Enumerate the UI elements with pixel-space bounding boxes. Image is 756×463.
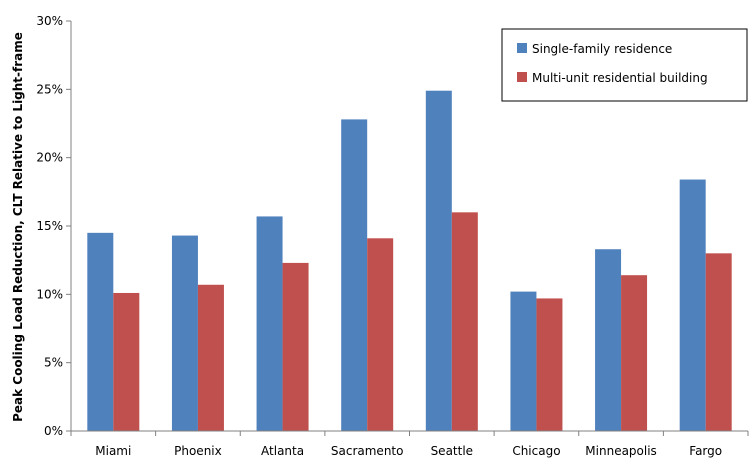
x-tick-label: Minneapolis [585,444,657,458]
y-axis-ticks: 0% 5% 10% 15% 20% 25% 30% [36,14,71,438]
x-axis-ticks: Miami Phoenix Atlanta Sacramento Seattle Chic… [70,431,749,458]
bar-single-family-atlanta [256,216,283,431]
bar-single-family-minneapolis [595,249,622,431]
bar-multi-unit-seattle [451,212,478,431]
x-tick-label: Chicago [512,444,560,458]
legend-swatch-single-family [517,43,527,53]
y-axis-title: Peak Cooling Load Reduction, CLT Relativ… [11,32,25,422]
bar-single-family-chicago [510,291,537,431]
y-tick-label: 0% [44,424,63,438]
legend-swatch-multi-unit [517,72,527,82]
x-tick-label: Phoenix [174,444,222,458]
x-tick-label: Sacramento [331,444,404,458]
bar-multi-unit-phoenix [197,284,224,431]
x-tick-label: Miami [95,444,131,458]
legend-box [501,28,748,102]
y-tick-label: 25% [36,82,63,96]
bar-multi-unit-miami [113,292,140,431]
bar-multi-unit-sacramento [367,238,394,431]
bar-multi-unit-minneapolis [621,275,648,431]
y-tick-label: 5% [44,356,63,370]
legend: Single-family residence Multi-unit resid… [501,28,748,102]
bar-single-family-seattle [425,90,452,431]
y-tick-label: 30% [36,14,63,28]
bar-single-family-miami [87,232,114,431]
x-tick-label: Seattle [431,444,473,458]
x-tick-label: Atlanta [261,444,304,458]
bar-single-family-sacramento [341,119,368,432]
bar-multi-unit-atlanta [282,262,309,431]
bars [87,90,732,432]
bar-multi-unit-fargo [705,253,732,431]
x-tick-label: Fargo [689,444,722,458]
y-tick-label: 20% [36,151,63,165]
y-tick-label: 10% [36,287,63,301]
legend-label-single-family: Single-family residence [532,42,672,56]
legend-label-multi-unit: Multi-unit residential building [532,71,708,85]
y-tick-label: 15% [36,219,63,233]
bar-multi-unit-chicago [536,298,563,431]
bar-single-family-phoenix [171,235,198,431]
bar-single-family-fargo [679,179,706,431]
